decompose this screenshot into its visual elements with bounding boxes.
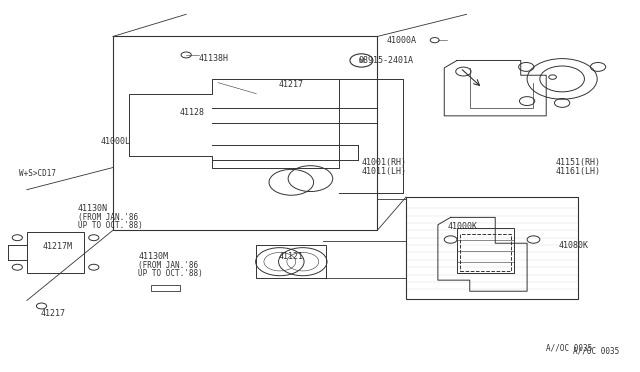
Text: M: M <box>358 58 364 64</box>
Text: (FROM JAN.'86: (FROM JAN.'86 <box>138 261 198 270</box>
Text: 41130N: 41130N <box>78 203 108 213</box>
Text: 41151(RH): 41151(RH) <box>556 157 601 167</box>
Text: 41217M: 41217M <box>43 243 73 251</box>
Text: 41080K: 41080K <box>559 241 589 250</box>
Bar <box>27 232 84 273</box>
Bar <box>457 228 515 273</box>
Text: A//OC 0035: A//OC 0035 <box>573 347 620 356</box>
Text: A//OC 0035: A//OC 0035 <box>546 344 593 353</box>
Text: 08915-2401A: 08915-2401A <box>358 56 413 65</box>
Bar <box>460 234 511 271</box>
Text: 41000K: 41000K <box>447 222 477 231</box>
Text: 41000L: 41000L <box>100 137 130 146</box>
Text: 41011(LH): 41011(LH) <box>362 167 406 176</box>
Text: 41128: 41128 <box>180 108 205 117</box>
Text: 41121: 41121 <box>278 251 303 261</box>
Text: W+S>CD17: W+S>CD17 <box>19 169 56 177</box>
Text: 41001(RH): 41001(RH) <box>362 157 406 167</box>
Text: 41217: 41217 <box>41 309 66 318</box>
Text: (FROM JAN.'86: (FROM JAN.'86 <box>78 213 138 222</box>
Text: 41161(LH): 41161(LH) <box>556 167 601 176</box>
Bar <box>256 245 326 278</box>
Text: 41130M: 41130M <box>138 251 168 261</box>
Bar <box>151 285 180 291</box>
Bar <box>113 36 378 230</box>
Text: 41217: 41217 <box>278 80 303 89</box>
Text: UP TO OCT.'88): UP TO OCT.'88) <box>138 269 203 278</box>
Text: UP TO OCT.'88): UP TO OCT.'88) <box>78 221 143 230</box>
Text: 41138H: 41138H <box>199 54 229 63</box>
Bar <box>406 197 578 299</box>
Text: 41000A: 41000A <box>387 36 417 45</box>
